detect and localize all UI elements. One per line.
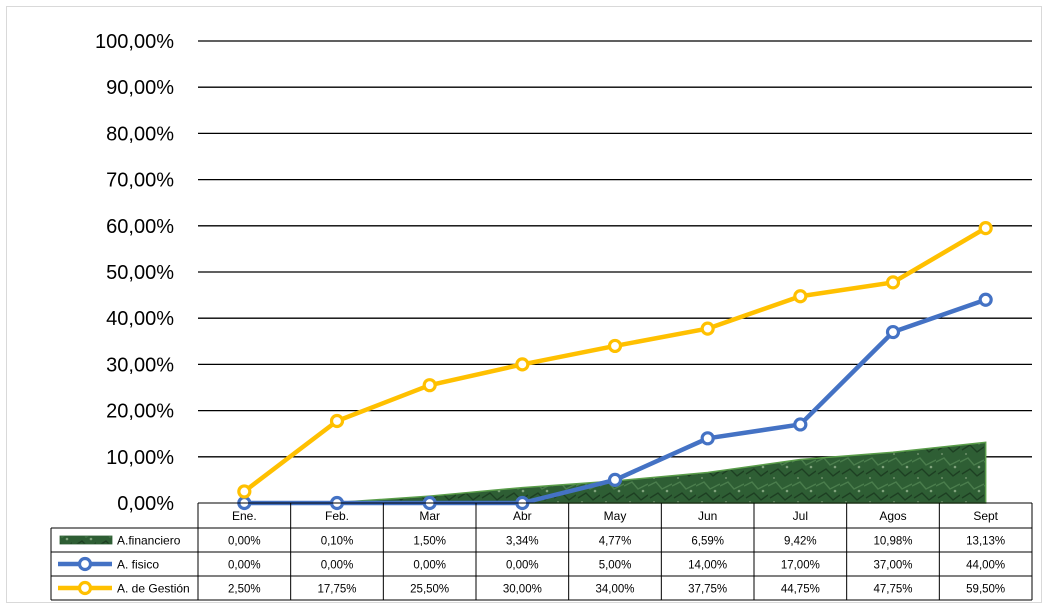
y-tick-label: 70,00%: [106, 170, 174, 192]
data-point: [607, 472, 623, 487]
table-cell-value: 14,00%: [688, 560, 727, 572]
data-point: [607, 338, 623, 354]
table-cell-value: 17,75%: [317, 584, 356, 596]
table-cell-value: 59,50%: [966, 584, 1005, 596]
series-line-a-de-gesti-n: [242, 226, 987, 494]
data-point: [978, 221, 993, 236]
y-tick-label: 20,00%: [106, 401, 174, 423]
data-point: [237, 484, 252, 499]
table-cell-value: 25,50%: [410, 584, 449, 596]
y-tick-label: 40,00%: [106, 308, 174, 330]
table-cell-value: 0,00%: [413, 560, 446, 572]
legend-label: A. fisico: [117, 558, 159, 572]
data-point: [422, 378, 437, 393]
y-tick-label: 30,00%: [106, 354, 174, 376]
category-label: Ene.: [232, 509, 257, 523]
legend-label: A.financiero: [117, 534, 181, 548]
table-cell-value: 44,75%: [781, 584, 820, 596]
table-cell-value: 10,98%: [873, 536, 912, 548]
table-cell-value: 30,00%: [503, 584, 542, 596]
data-point: [978, 292, 993, 307]
table-cell-value: 0,00%: [321, 560, 354, 572]
table-cell-value: 37,75%: [688, 584, 727, 596]
table-cell-value: 0,00%: [506, 560, 539, 572]
category-label: Sept: [973, 509, 998, 523]
data-point: [700, 431, 715, 446]
table-cell-value: 34,00%: [595, 584, 634, 596]
y-tick-label: 50,00%: [106, 262, 174, 284]
table-cell-value: 37,00%: [873, 560, 912, 572]
table-cell-value: 1,50%: [413, 536, 446, 548]
y-tick-label: 80,00%: [106, 123, 174, 145]
y-tick-label: 60,00%: [106, 216, 174, 238]
table-cell-value: 47,75%: [873, 584, 912, 596]
legend-key-marker: [77, 556, 93, 572]
table-cell-value: 6,59%: [691, 536, 724, 548]
data-point: [700, 321, 715, 336]
y-tick-label: 0,00%: [117, 493, 174, 515]
area-layer: [244, 441, 987, 504]
category-label: Agos: [879, 509, 906, 523]
table-cell-value: 0,00%: [228, 560, 261, 572]
table-cell-value: 0,10%: [321, 536, 354, 548]
data-table: Ene. Feb. Mar Abr May Jun Jul Agos Sept A.financi…: [50, 502, 1033, 601]
table-cell-value: 3,34%: [506, 536, 539, 548]
table-cell-value: 2,50%: [228, 584, 261, 596]
table-cell-value: 44,00%: [966, 560, 1005, 572]
category-label: Feb.: [325, 509, 349, 523]
data-point: [793, 417, 808, 432]
gridlines: [198, 40, 1032, 458]
y-tick-label: 100,00%: [95, 31, 174, 53]
category-label: Mar: [419, 509, 440, 523]
data-point: [885, 324, 901, 340]
y-axis-ticks: 0,00% 10,00% 20,00% 30,00% 40,00% 50,00% 60,00…: [95, 31, 174, 515]
legend-label: A. de Gestión: [117, 582, 190, 596]
category-label: Jul: [793, 509, 808, 523]
data-point: [515, 357, 530, 372]
table-cell-value: 0,00%: [228, 536, 261, 548]
data-point: [793, 289, 808, 304]
table-cell-value: 5,00%: [599, 560, 632, 572]
table-cell-value: 4,77%: [599, 536, 632, 548]
y-tick-label: 10,00%: [106, 447, 174, 469]
legend-key-marker: [77, 580, 93, 596]
table-cell-value: 13,13%: [966, 536, 1005, 548]
data-point: [885, 275, 901, 290]
data-point: [329, 413, 345, 429]
legend-key-financiero: [59, 535, 113, 545]
series-area-financiero: [244, 441, 987, 504]
table-cell-value: 17,00%: [781, 560, 820, 572]
table-cell-value: 9,42%: [784, 536, 817, 548]
category-label: Jun: [698, 509, 717, 523]
category-label: May: [604, 509, 627, 523]
category-label: Abr: [513, 509, 532, 523]
y-tick-label: 90,00%: [106, 77, 174, 99]
